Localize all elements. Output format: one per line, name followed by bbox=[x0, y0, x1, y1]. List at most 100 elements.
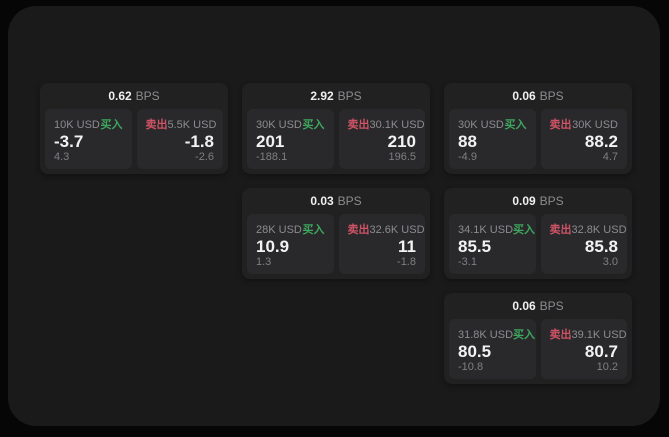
sell-tag: 卖出 bbox=[549, 224, 572, 236]
buy-amount: 31.8K USD bbox=[458, 329, 514, 341]
buy-amount: 30K USD bbox=[256, 119, 302, 131]
buy-amount: 10K USD bbox=[54, 119, 100, 131]
bps-header: 0.06 BPS bbox=[444, 293, 632, 317]
bps-value: 2.92 bbox=[310, 89, 334, 103]
sell-panel[interactable]: 卖出 39.1K USD 80.7 10.2 bbox=[540, 319, 627, 379]
buy-panel[interactable]: 30K USD 买入 88 -4.9 bbox=[449, 109, 536, 169]
quote-card: 0.09 BPS 34.1K USD 买入 85.5 -3.1 卖出 32.8K… bbox=[444, 188, 632, 279]
sell-labels-row: 卖出 39.1K USD bbox=[549, 326, 627, 342]
sell-tag: 卖出 bbox=[347, 224, 370, 236]
buy-delta: 4.3 bbox=[54, 151, 70, 163]
buy-amount: 28K USD bbox=[256, 224, 302, 236]
quote-card: 0.06 BPS 31.8K USD 买入 80.5 -10.8 卖出 39.1… bbox=[444, 293, 632, 384]
sell-delta: 4.7 bbox=[602, 151, 618, 163]
sell-amount: 30K USD bbox=[572, 119, 618, 131]
sell-delta: 3.0 bbox=[602, 256, 618, 268]
sell-tag: 卖出 bbox=[145, 119, 168, 131]
bps-unit-label: BPS bbox=[337, 89, 362, 103]
bps-unit-label: BPS bbox=[135, 89, 160, 103]
bps-header: 0.03 BPS bbox=[242, 188, 430, 212]
sell-value: -1.8 bbox=[184, 132, 214, 151]
quote-card: 0.06 BPS 30K USD 买入 88 -4.9 卖出 30K USD 8… bbox=[444, 83, 632, 174]
sell-labels-row: 卖出 32.6K USD bbox=[347, 221, 425, 237]
bps-unit-label: BPS bbox=[337, 194, 362, 208]
sell-value: 80.7 bbox=[584, 342, 618, 361]
buy-labels-row: 30K USD 买入 bbox=[256, 116, 325, 132]
buy-sell-panels: 31.8K USD 买入 80.5 -10.8 卖出 39.1K USD 80.… bbox=[444, 317, 632, 384]
bps-unit-label: BPS bbox=[539, 299, 564, 313]
buy-amount: 30K USD bbox=[458, 119, 504, 131]
bps-value: 0.62 bbox=[108, 89, 132, 103]
buy-delta: -3.1 bbox=[458, 256, 477, 268]
bps-header: 2.92 BPS bbox=[242, 83, 430, 107]
bps-header: 0.62 BPS bbox=[40, 83, 228, 107]
buy-panel[interactable]: 31.8K USD 买入 80.5 -10.8 bbox=[449, 319, 536, 379]
sell-delta: 10.2 bbox=[596, 361, 618, 373]
buy-tag: 买入 bbox=[504, 119, 527, 131]
sell-amount: 30.1K USD bbox=[369, 119, 425, 131]
buy-delta: -4.9 bbox=[458, 151, 477, 163]
quote-grid: 0.62 BPS 10K USD 买入 -3.7 4.3 卖出 5.5K USD… bbox=[40, 83, 632, 384]
sell-tag: 卖出 bbox=[347, 119, 370, 131]
buy-labels-row: 30K USD 买入 bbox=[458, 116, 527, 132]
buy-panel[interactable]: 28K USD 买入 10.9 1.3 bbox=[247, 214, 334, 274]
buy-amount: 34.1K USD bbox=[458, 224, 514, 236]
buy-tag: 买入 bbox=[302, 119, 325, 131]
buy-tag: 买入 bbox=[302, 224, 325, 236]
sell-delta: -1.8 bbox=[397, 256, 416, 268]
sell-panel[interactable]: 卖出 5.5K USD -1.8 -2.6 bbox=[136, 109, 223, 169]
buy-sell-panels: 30K USD 买入 88 -4.9 卖出 30K USD 88.2 4.7 bbox=[444, 107, 632, 174]
buy-value: 85.5 bbox=[458, 237, 492, 256]
sell-value: 88.2 bbox=[584, 132, 618, 151]
bps-value: 0.03 bbox=[310, 194, 334, 208]
sell-amount: 39.1K USD bbox=[571, 329, 627, 341]
buy-labels-row: 28K USD 买入 bbox=[256, 221, 325, 237]
sell-delta: -2.6 bbox=[195, 151, 214, 163]
buy-delta: -10.8 bbox=[458, 361, 484, 373]
buy-tag: 买入 bbox=[100, 119, 123, 131]
sell-value: 85.8 bbox=[584, 237, 618, 256]
buy-value: 80.5 bbox=[458, 342, 492, 361]
quote-card: 0.03 BPS 28K USD 买入 10.9 1.3 卖出 32.6K US… bbox=[242, 188, 430, 279]
sell-labels-row: 卖出 30K USD bbox=[550, 116, 619, 132]
main-panel: 0.62 BPS 10K USD 买入 -3.7 4.3 卖出 5.5K USD… bbox=[8, 6, 660, 426]
buy-value: 201 bbox=[256, 132, 285, 151]
buy-labels-row: 31.8K USD 买入 bbox=[458, 326, 535, 342]
buy-sell-panels: 28K USD 买入 10.9 1.3 卖出 32.6K USD 11 -1.8 bbox=[242, 212, 430, 279]
quote-card: 0.62 BPS 10K USD 买入 -3.7 4.3 卖出 5.5K USD… bbox=[40, 83, 228, 174]
buy-value: -3.7 bbox=[54, 132, 84, 151]
buy-value: 88 bbox=[458, 132, 477, 151]
sell-amount: 32.6K USD bbox=[369, 224, 425, 236]
quote-card: 2.92 BPS 30K USD 买入 201 -188.1 卖出 30.1K … bbox=[242, 83, 430, 174]
bps-header: 0.06 BPS bbox=[444, 83, 632, 107]
buy-delta: -188.1 bbox=[256, 151, 288, 163]
sell-panel[interactable]: 卖出 30K USD 88.2 4.7 bbox=[540, 109, 627, 169]
buy-panel[interactable]: 30K USD 买入 201 -188.1 bbox=[247, 109, 334, 169]
buy-sell-panels: 30K USD 买入 201 -188.1 卖出 30.1K USD 210 1… bbox=[242, 107, 430, 174]
sell-labels-row: 卖出 32.8K USD bbox=[549, 221, 627, 237]
sell-panel[interactable]: 卖出 30.1K USD 210 196.5 bbox=[338, 109, 425, 169]
sell-tag: 卖出 bbox=[549, 329, 572, 341]
sell-panel[interactable]: 卖出 32.6K USD 11 -1.8 bbox=[338, 214, 425, 274]
bps-value: 0.06 bbox=[512, 299, 536, 313]
buy-panel[interactable]: 10K USD 买入 -3.7 4.3 bbox=[45, 109, 132, 169]
bps-header: 0.09 BPS bbox=[444, 188, 632, 212]
bps-value: 0.09 bbox=[512, 194, 536, 208]
bps-value: 0.06 bbox=[512, 89, 536, 103]
buy-labels-row: 10K USD 买入 bbox=[54, 116, 123, 132]
sell-amount: 32.8K USD bbox=[571, 224, 627, 236]
sell-labels-row: 卖出 5.5K USD bbox=[145, 116, 217, 132]
sell-labels-row: 卖出 30.1K USD bbox=[347, 116, 425, 132]
bps-unit-label: BPS bbox=[539, 89, 564, 103]
bps-unit-label: BPS bbox=[539, 194, 564, 208]
buy-delta: 1.3 bbox=[256, 256, 272, 268]
sell-value: 210 bbox=[387, 132, 416, 151]
sell-amount: 5.5K USD bbox=[167, 119, 217, 131]
buy-tag: 买入 bbox=[513, 224, 536, 236]
sell-value: 11 bbox=[398, 237, 416, 256]
sell-panel[interactable]: 卖出 32.8K USD 85.8 3.0 bbox=[540, 214, 627, 274]
sell-delta: 196.5 bbox=[388, 151, 416, 163]
buy-panel[interactable]: 34.1K USD 买入 85.5 -3.1 bbox=[449, 214, 536, 274]
buy-sell-panels: 10K USD 买入 -3.7 4.3 卖出 5.5K USD -1.8 -2.… bbox=[40, 107, 228, 174]
buy-labels-row: 34.1K USD 买入 bbox=[458, 221, 535, 237]
